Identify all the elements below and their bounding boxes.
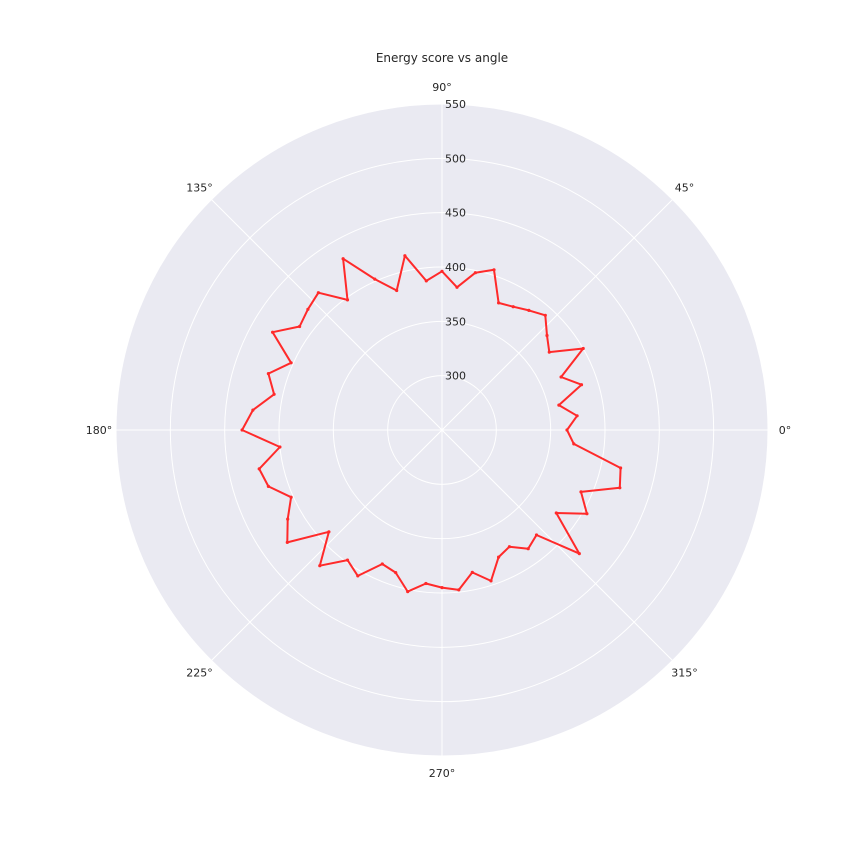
- data-point: [470, 570, 474, 575]
- data-point: [507, 545, 511, 549]
- r-tick-label: 450: [445, 207, 466, 220]
- data-point: [356, 574, 360, 578]
- data-point: [318, 564, 322, 568]
- data-point: [619, 466, 623, 470]
- data-point: [394, 571, 398, 575]
- theta-tick-label: 225°: [186, 667, 213, 680]
- angular-gridline: [211, 199, 443, 431]
- data-point: [316, 291, 320, 295]
- theta-tick-label: 45°: [675, 181, 695, 194]
- data-point: [289, 361, 293, 365]
- r-tick-label: 550: [445, 98, 466, 111]
- theta-tick-label: 90°: [432, 81, 452, 94]
- r-tick-label: 400: [445, 261, 466, 274]
- data-point: [286, 517, 290, 521]
- data-point: [403, 254, 407, 258]
- data-point: [440, 586, 444, 590]
- data-point: [575, 414, 579, 418]
- data-point: [406, 590, 410, 594]
- data-point: [285, 540, 289, 545]
- data-point: [579, 383, 584, 387]
- data-point: [565, 428, 569, 432]
- data-point: [345, 558, 350, 562]
- angular-gridline: [211, 429, 443, 661]
- r-tick-label: 300: [445, 370, 466, 383]
- data-point: [543, 313, 547, 317]
- data-point: [527, 308, 531, 312]
- data-point: [473, 271, 477, 275]
- data-point: [395, 288, 399, 293]
- theta-tick-label: 180°: [86, 424, 113, 437]
- data-point: [345, 298, 350, 302]
- data-point: [618, 486, 622, 490]
- data-point: [577, 552, 581, 556]
- data-point: [240, 428, 244, 432]
- data-point: [489, 579, 493, 583]
- data-point: [341, 257, 345, 261]
- data-point: [289, 495, 293, 499]
- data-point: [266, 484, 270, 488]
- data-point: [266, 372, 270, 376]
- data-point: [511, 305, 515, 309]
- theta-tick-label: 135°: [186, 181, 213, 194]
- r-tick-label: 500: [445, 152, 466, 165]
- data-point: [424, 279, 428, 283]
- data-point: [457, 588, 461, 592]
- data-point: [257, 467, 261, 471]
- theta-tick-label: 315°: [671, 667, 698, 680]
- data-point: [572, 442, 576, 446]
- data-point: [557, 403, 561, 407]
- data-point: [298, 324, 302, 329]
- data-point: [272, 392, 276, 396]
- data-point: [559, 375, 563, 379]
- data-point: [534, 533, 539, 537]
- data-point: [373, 277, 377, 281]
- data-point: [585, 512, 589, 516]
- data-point: [492, 268, 496, 272]
- angular-gridline: [441, 429, 673, 661]
- theta-tick-label: 270°: [429, 767, 456, 780]
- data-point: [554, 511, 558, 515]
- data-point: [526, 547, 530, 551]
- data-point: [271, 330, 275, 334]
- chart-title: Energy score vs angle: [376, 51, 508, 65]
- data-point: [579, 490, 583, 494]
- data-point: [251, 408, 255, 412]
- data-point: [497, 301, 501, 305]
- data-point: [306, 307, 310, 311]
- data-point: [278, 445, 282, 449]
- data-point: [581, 346, 585, 351]
- r-tick-label: 350: [445, 315, 466, 328]
- data-point: [327, 530, 331, 534]
- angular-gridline: [441, 199, 673, 431]
- data-point: [497, 555, 501, 559]
- theta-tick-label: 0°: [779, 424, 792, 437]
- data-point: [380, 562, 384, 566]
- data-point: [547, 350, 551, 354]
- data-point: [545, 333, 549, 338]
- data-point: [440, 269, 444, 273]
- data-point: [424, 581, 428, 586]
- data-point: [455, 285, 459, 289]
